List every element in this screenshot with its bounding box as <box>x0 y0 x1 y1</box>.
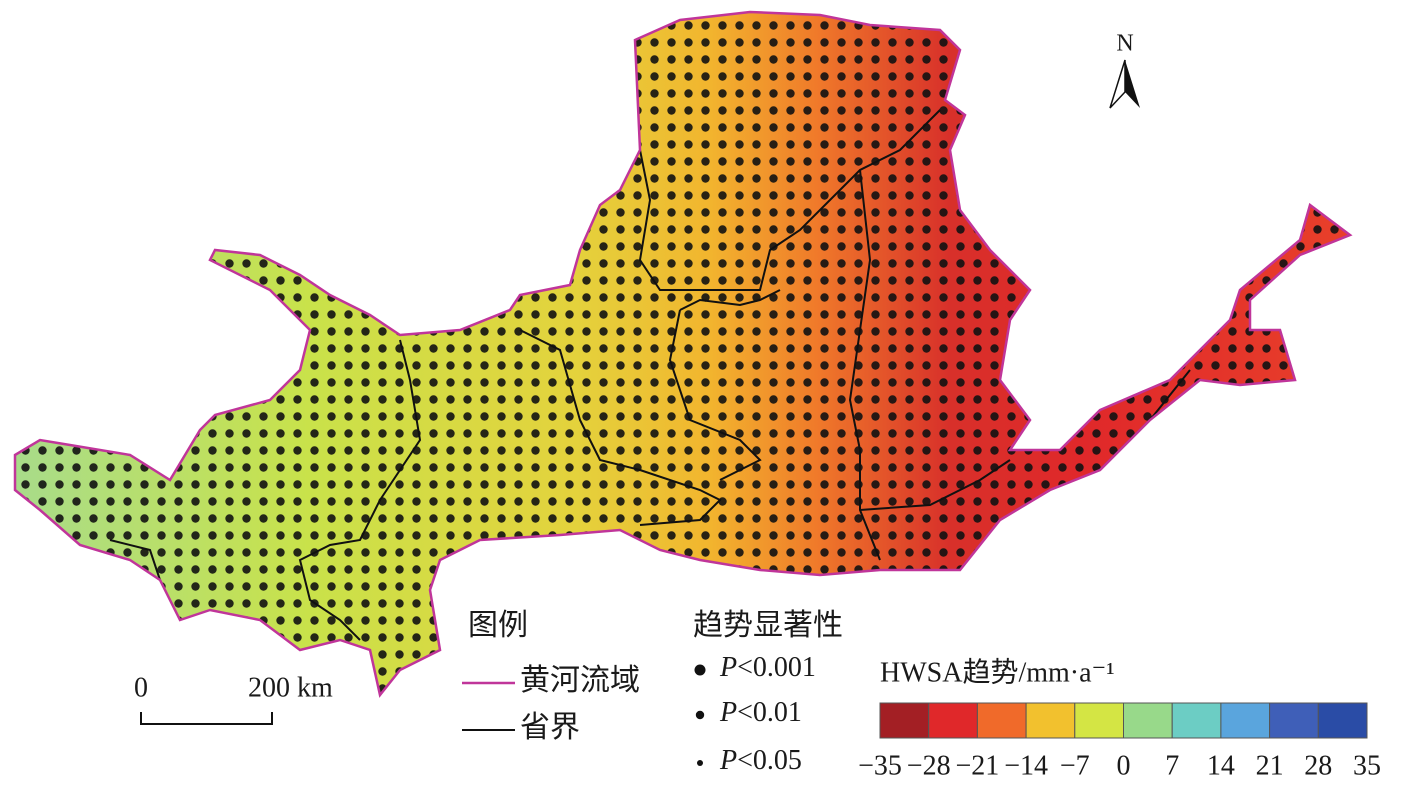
significance-marker <box>695 710 705 720</box>
p-threshold: <0.001 <box>737 652 816 683</box>
colorbar-tick-label: −14 <box>1004 750 1048 781</box>
legend: 图例 黄河流域 省界 趋势显著性 HWSA趋势/mm·a⁻¹ P<0.001P<… <box>462 609 1381 781</box>
colorbar-tick-label: 35 <box>1353 750 1381 781</box>
colorbar-tick-label: 0 <box>1117 750 1131 781</box>
colorbar-cell <box>1074 702 1125 739</box>
basin-boundary <box>13 10 1353 698</box>
p-threshold: <0.05 <box>737 745 802 776</box>
colorbar-cell <box>1171 702 1222 739</box>
colorbar-cell <box>879 702 930 739</box>
significance-marker <box>697 760 703 766</box>
colorbar-tick-label: 14 <box>1207 750 1235 781</box>
significance-label: P<0.01 <box>719 697 802 728</box>
basin-map <box>13 10 1353 698</box>
significance-label: P<0.001 <box>719 652 816 683</box>
north-arrow-right <box>1125 60 1140 108</box>
scale-line <box>140 712 273 725</box>
north-arrow-left <box>1109 59 1126 109</box>
p-threshold: <0.01 <box>737 697 802 728</box>
significance-dots <box>15 12 1350 695</box>
colorbar-title: HWSA趋势/mm·a⁻¹ <box>880 656 1115 688</box>
legend-title: 图例 <box>468 609 528 642</box>
significance-marker <box>694 664 706 676</box>
colorbar-tick-label: 28 <box>1304 750 1332 781</box>
colorbar-cell <box>1317 702 1368 739</box>
colorbar-cell <box>1269 702 1319 739</box>
colorbar-cell <box>1025 702 1076 739</box>
colorbar-cell <box>1123 702 1173 739</box>
north-label: N <box>1116 31 1133 57</box>
colorbar-cell <box>928 702 978 739</box>
colorbar-tick-label: −35 <box>858 750 902 781</box>
north-arrow: N <box>1109 31 1140 109</box>
p-symbol: P <box>719 652 737 683</box>
colorbar-tick-label: −21 <box>956 750 1000 781</box>
colorbar-tick-label: 21 <box>1256 750 1284 781</box>
province-borders <box>109 109 1191 641</box>
significance-label: P<0.05 <box>719 745 802 776</box>
scale-end: 200 km <box>248 672 333 703</box>
scale-start: 0 <box>134 672 148 703</box>
colorbar-tick-label: −7 <box>1060 750 1090 781</box>
colorbar-tick-label: −28 <box>907 750 951 781</box>
colorbar-cell <box>976 702 1027 739</box>
p-symbol: P <box>719 745 737 776</box>
p-symbol: P <box>719 697 737 728</box>
basin-label: 黄河流域 <box>520 664 640 697</box>
province-label: 省界 <box>520 711 580 744</box>
colorbar-tick-label: 7 <box>1165 750 1179 781</box>
scale-bar: 0 200 km <box>134 672 333 725</box>
colorbar-cell <box>1220 702 1271 739</box>
significance-title: 趋势显著性 <box>693 609 843 642</box>
